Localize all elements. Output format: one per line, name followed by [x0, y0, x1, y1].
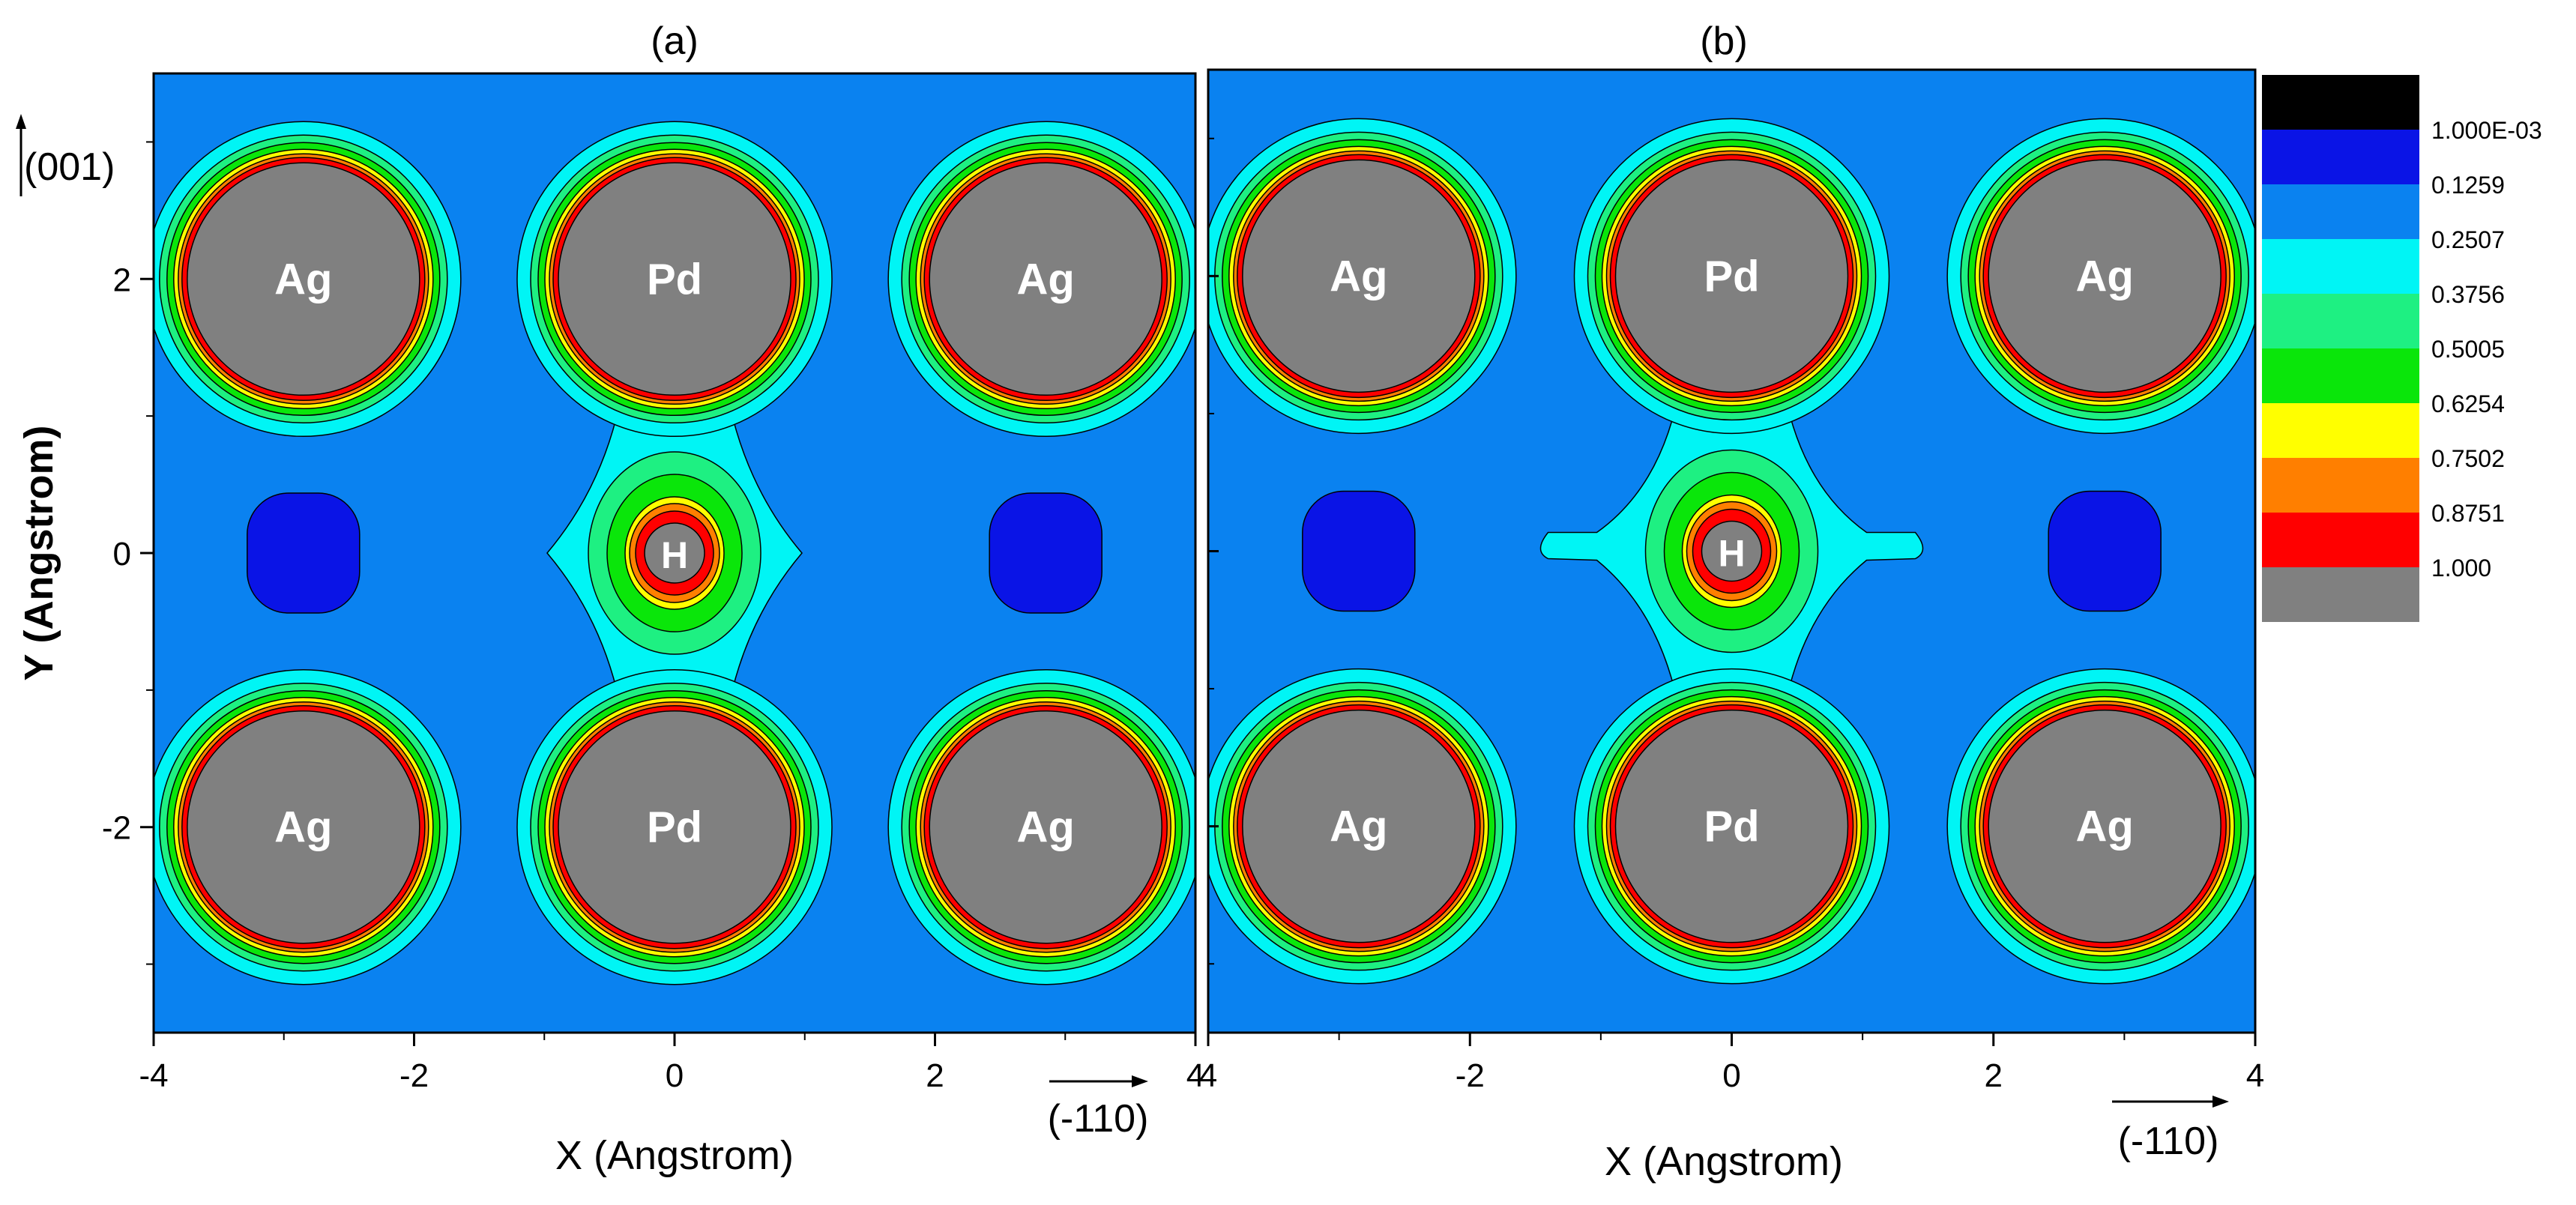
colorbar-swatch [2262, 184, 2419, 239]
y-direction-arrow [16, 114, 26, 196]
colorbar-level-label: 1.000 [2431, 555, 2491, 582]
panel-a-y-axis-label: Y (Angstrom) [16, 425, 61, 680]
atom-h: H [1644, 449, 1819, 653]
panel-b-x-direction-label: (-110) [2118, 1120, 2219, 1163]
low-density-region [247, 492, 361, 614]
density-contour [929, 710, 1162, 944]
atom-label: Pd [647, 803, 702, 852]
x-tick-label: 4 [1199, 1057, 1217, 1094]
atom-ag: Ag [1208, 668, 1517, 985]
atom-ag: Ag [154, 121, 462, 437]
atom-label: Ag [2076, 252, 2134, 301]
atom-label: Ag [1330, 252, 1387, 301]
x-tick-label: -2 [399, 1057, 429, 1094]
panel-a-x-axis-label: X (Angstrom) [555, 1133, 794, 1178]
low-density-region [989, 492, 1103, 614]
colorbar-swatch [2262, 239, 2419, 294]
atom-h: H [588, 451, 761, 655]
atom-label: Pd [1704, 252, 1759, 301]
atom-label: Ag [274, 803, 332, 852]
panel-b-x-axis-label: X (Angstrom) [1605, 1139, 1843, 1184]
atom-pd: Pd [1573, 668, 1890, 985]
density-contour [187, 710, 420, 944]
colorbar-swatch [2262, 294, 2419, 348]
x-tick-label: 2 [1985, 1057, 2003, 1094]
colorbar-level-label: 0.2507 [2431, 226, 2505, 253]
atom-label: Ag [274, 255, 332, 303]
panel-b-x-direction-arrow [2112, 1096, 2229, 1108]
density-contour [1701, 520, 1763, 582]
atom-ag: Ag [887, 121, 1195, 437]
density-contour [1242, 159, 1476, 393]
low-density-region [1302, 490, 1416, 612]
y-tick-label: -2 [102, 810, 131, 847]
x-tick-label: 2 [926, 1057, 944, 1094]
density-contour [644, 522, 705, 584]
density-contour [1988, 709, 2221, 943]
panel-a-x-direction-arrow [1049, 1075, 1148, 1087]
colorbar-swatch [2262, 130, 2419, 184]
atom-label: Ag [1017, 255, 1075, 303]
atom-label: Ag [1330, 803, 1387, 851]
colorbar-level-label: 0.5005 [2431, 336, 2505, 363]
colorbar-swatch [2262, 348, 2419, 403]
colorbar-level-label: 0.7502 [2431, 445, 2505, 472]
atom-ag: Ag [887, 669, 1195, 985]
density-contour [1614, 159, 1849, 393]
atom-ag: Ag [1946, 118, 2255, 435]
x-tick-label: 4 [1186, 1057, 1204, 1094]
y-direction-label: (001) [24, 145, 115, 189]
panel-b: Ag Pd Ag H Ag Pd Ag 4 -2 0 2 4 (b) X (Angstrom) (-… [1199, 19, 2264, 1184]
colorbar-swatch [2262, 458, 2419, 513]
density-contour [187, 162, 420, 396]
colorbar-swatch [2262, 403, 2419, 458]
panel-b-label: (b) [1700, 19, 1748, 63]
colorbar-swatch [2262, 75, 2419, 130]
x-tick-label: 4 [2246, 1057, 2264, 1094]
colorbar-swatch [2262, 567, 2419, 622]
colorbar-level-label: 0.6254 [2431, 390, 2505, 417]
atom-pd: Pd [1573, 118, 1890, 435]
atom-label: H [1718, 533, 1745, 575]
density-contour [1242, 709, 1476, 943]
density-contour [929, 162, 1162, 396]
low-density-region [2048, 490, 2162, 612]
atom-pd: Pd [516, 121, 833, 438]
colorbar: 1.000E-03 0.1259 0.2507 0.3756 0.5005 0.6254 0… [2262, 75, 2542, 622]
atom-label: Ag [2076, 803, 2134, 851]
density-contour [558, 710, 791, 944]
x-tick-label: -2 [1456, 1057, 1485, 1094]
density-contour [1614, 709, 1849, 943]
colorbar-swatch [2262, 513, 2419, 567]
panel-a: Ag Pd Ag H Ag Pd Ag -4 -2 0 2 4 2 0 -2 (a) X (Angstro… [16, 19, 1204, 1178]
panel-a-label: (a) [651, 19, 699, 63]
colorbar-level-label: 0.1259 [2431, 172, 2505, 199]
atom-label: Pd [647, 255, 702, 303]
y-tick-label: 0 [113, 536, 131, 573]
atom-label: Pd [1704, 803, 1759, 851]
colorbar-level-label: 1.000E-03 [2431, 117, 2542, 144]
colorbar-level-label: 0.3756 [2431, 281, 2505, 308]
panel-a-x-direction-label: (-110) [1048, 1097, 1149, 1141]
x-tick-label: 0 [666, 1057, 684, 1094]
density-contour [558, 162, 791, 396]
x-tick-label: -4 [139, 1057, 168, 1094]
atom-pd: Pd [516, 668, 833, 985]
y-tick-label: 2 [113, 262, 131, 298]
density-contour [1988, 159, 2221, 393]
colorbar-level-label: 0.8751 [2431, 500, 2505, 527]
atom-label: Ag [1017, 803, 1075, 852]
x-tick-label: 0 [1722, 1057, 1740, 1094]
atom-label: H [661, 534, 688, 576]
atom-ag: Ag [1946, 668, 2255, 985]
atom-ag: Ag [154, 669, 462, 985]
atom-ag: Ag [1208, 118, 1517, 435]
